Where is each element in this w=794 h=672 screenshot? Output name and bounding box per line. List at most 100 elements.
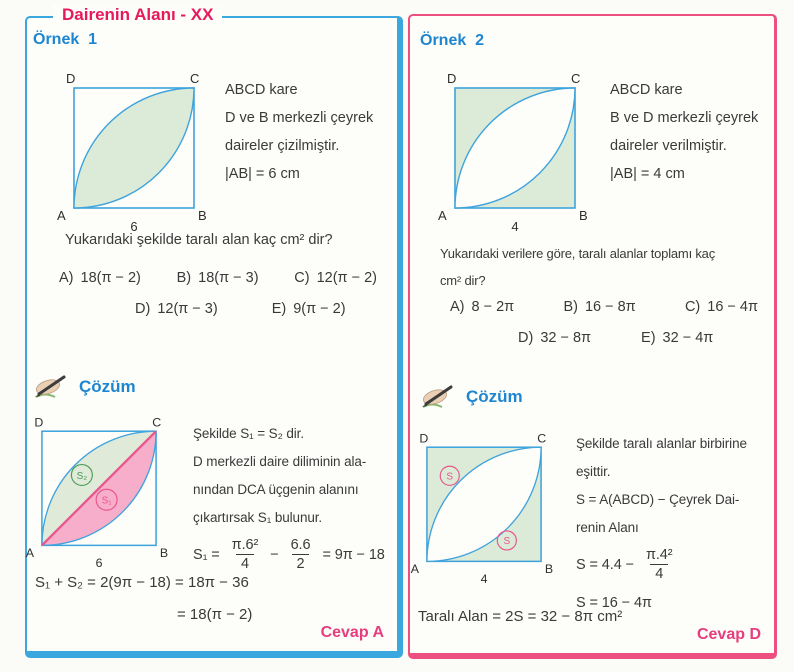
given-line: daireler çizilmiştir. xyxy=(225,138,340,154)
s2-label: S₂ xyxy=(77,471,88,482)
choice-value: 9(π − 2) xyxy=(293,301,346,317)
solution-heading-label: Çözüm xyxy=(79,377,136,396)
choice-label: D) xyxy=(135,301,151,317)
choice-label: C) xyxy=(294,270,310,286)
choice-label: B) xyxy=(176,270,192,286)
choice-value: 16 − 8π xyxy=(584,299,636,315)
choice-b: B) 16 − 8π xyxy=(563,299,635,315)
example1-solution-formula: S₁ = π.6² 4 − 6.6 2 = 9π − 18 xyxy=(193,537,385,572)
example1-panel: Dairenin Alanı - XX Örnek 1 D C A B 6 AB… xyxy=(25,5,403,658)
choice-label: C) xyxy=(684,299,701,315)
solution-line: Şekilde S₁ = S₂ dir. xyxy=(193,426,304,441)
solution-line: S = A(ABCD) − Çeyrek Dai- xyxy=(576,492,740,507)
fraction: π.6² 4 xyxy=(227,537,264,572)
corner-label-c: C xyxy=(190,72,199,86)
choice-a: A) 18(π − 2) xyxy=(59,270,141,286)
given-line: daireler verilmiştir. xyxy=(610,138,727,154)
example1-solution-text: Şekilde S₁ = S₂ dir. D merkezli daire di… xyxy=(193,420,385,572)
solution-line: nından DCA üçgenin alanını xyxy=(193,482,359,497)
given-line: |AB| = 6 cm xyxy=(225,166,300,182)
example1-equation-1: S₁ + S₂ = 2(9π − 18) = 18π − 36 xyxy=(35,574,249,591)
example1-answer-badge: Cevap A xyxy=(320,624,384,641)
given-line: D ve B merkezli çeyrek xyxy=(225,110,374,126)
s1-label: S₁ xyxy=(102,496,113,507)
example2-solution-formula: S = 4.4 − π.4² 4 xyxy=(576,547,747,582)
corner-label-d: D xyxy=(66,72,75,86)
corner-label-b: B xyxy=(545,562,553,576)
example1-figure: D C A B 6 xyxy=(57,72,207,234)
s-label-bottom: S xyxy=(504,536,511,547)
fraction-denominator: 4 xyxy=(235,553,254,573)
fraction-denominator: 2 xyxy=(291,553,310,573)
example2-panel: Örnek 2 D C A B 4 ABCD kare B ve D merke… xyxy=(408,14,777,659)
writing-hand-icon xyxy=(35,375,66,398)
example2-figure: D C A B 4 xyxy=(438,72,588,234)
formula-rhs: = 9π − 18 xyxy=(322,546,385,563)
side-length-label: 6 xyxy=(130,219,137,234)
example2-answer-badge: Cevap D xyxy=(696,626,761,643)
example2-question: Yukarıdaki verilere göre, taralı alanlar… xyxy=(440,240,715,294)
example2-solution-figure: S S D C A B 4 xyxy=(411,432,553,586)
choice-value: 12(π − 3) xyxy=(157,301,218,317)
example1-solution-heading: Çözüm xyxy=(33,374,136,400)
example1-question: Yukarıdaki şekilde taralı alan kaç cm² d… xyxy=(65,232,333,248)
example2-equation-2: Taralı Alan = 2S = 32 − 8π cm² xyxy=(418,608,623,625)
solution-line: Şekilde taralı alanlar birbirine xyxy=(576,436,747,451)
given-line: ABCD kare xyxy=(225,82,298,98)
corner-label-d: D xyxy=(419,432,428,445)
example1-solution-figure: S₂ S₁ D C A B 6 xyxy=(26,416,168,570)
formula-lhs: S = 4.4 − xyxy=(576,556,634,573)
given-line: B ve D merkezli çeyrek xyxy=(610,110,759,126)
choice-label: E) xyxy=(271,301,287,317)
s-ring-bottom xyxy=(496,530,517,551)
example2-solution-text: Şekilde taralı alanlar birbirine eşittir… xyxy=(576,430,747,617)
choice-d: D) 12(π − 3) xyxy=(135,301,218,317)
corner-label-b: B xyxy=(160,546,168,560)
choice-label: B) xyxy=(563,299,578,315)
fraction: 6.6 2 xyxy=(286,537,316,572)
given-line: ABCD kare xyxy=(610,82,683,98)
corner-label-d: D xyxy=(447,72,456,86)
fraction-numerator: π.4² xyxy=(645,547,673,563)
page-title: Dairenin Alanı - XX xyxy=(53,5,223,25)
corner-label-a: A xyxy=(57,208,66,223)
choice-label: A) xyxy=(450,299,465,315)
fraction-numerator: π.6² xyxy=(231,537,259,553)
example1-choices-row2: D) 12(π − 3) E) 9(π − 2) xyxy=(135,301,346,317)
choice-label: A) xyxy=(59,270,74,286)
corner-label-c: C xyxy=(537,432,546,445)
diagonal-ac xyxy=(41,430,157,547)
white-lens-region xyxy=(426,446,542,563)
example1-choices-row1: A) 18(π − 2) B) 18(π − 3) C) 12(π − 2) xyxy=(59,270,377,286)
solution-line: çıkartırsak S₁ bulunur. xyxy=(193,510,323,525)
corner-label-a: A xyxy=(26,546,35,560)
arc-center-b xyxy=(41,430,157,546)
s1-ring xyxy=(95,488,118,511)
arc-center-d xyxy=(41,431,157,547)
choice-label: D) xyxy=(518,330,534,346)
corner-label-b: B xyxy=(579,208,588,223)
solution-line: D merkezli daire diliminin ala- xyxy=(193,454,367,469)
s-label-top: S xyxy=(446,472,453,483)
fraction: π.4² 4 xyxy=(641,547,678,582)
solution-heading-label: Çözüm xyxy=(466,387,523,406)
choice-c: C) 16 − 4π xyxy=(685,299,758,315)
corner-label-d: D xyxy=(34,416,43,429)
choice-e: E) 9(π − 2) xyxy=(272,301,346,317)
side-length-label: 4 xyxy=(481,572,488,586)
example1-equation-2: = 18(π − 2) xyxy=(177,606,253,623)
example2-solution-heading: Çözüm xyxy=(420,384,523,410)
choice-value: 12(π − 2) xyxy=(316,270,377,286)
writing-hand-icon xyxy=(422,385,453,408)
example1-given: ABCD kare D ve B merkezli çeyrek dairele… xyxy=(225,76,373,188)
square-outline xyxy=(73,87,195,209)
shaded-lens-region xyxy=(73,87,195,209)
choice-b: B) 18(π − 3) xyxy=(177,270,259,286)
formula-lhs: S₁ = xyxy=(193,546,220,563)
solution-line: eşittir. xyxy=(576,464,611,479)
given-line: |AB| = 4 cm xyxy=(610,166,685,182)
example2-choices-row2: D) 32 − 8π E) 32 − 4π xyxy=(518,330,713,346)
solution-line: renin Alanı xyxy=(576,520,639,535)
corner-label-b: B xyxy=(198,208,207,223)
s2-ring xyxy=(70,463,93,487)
